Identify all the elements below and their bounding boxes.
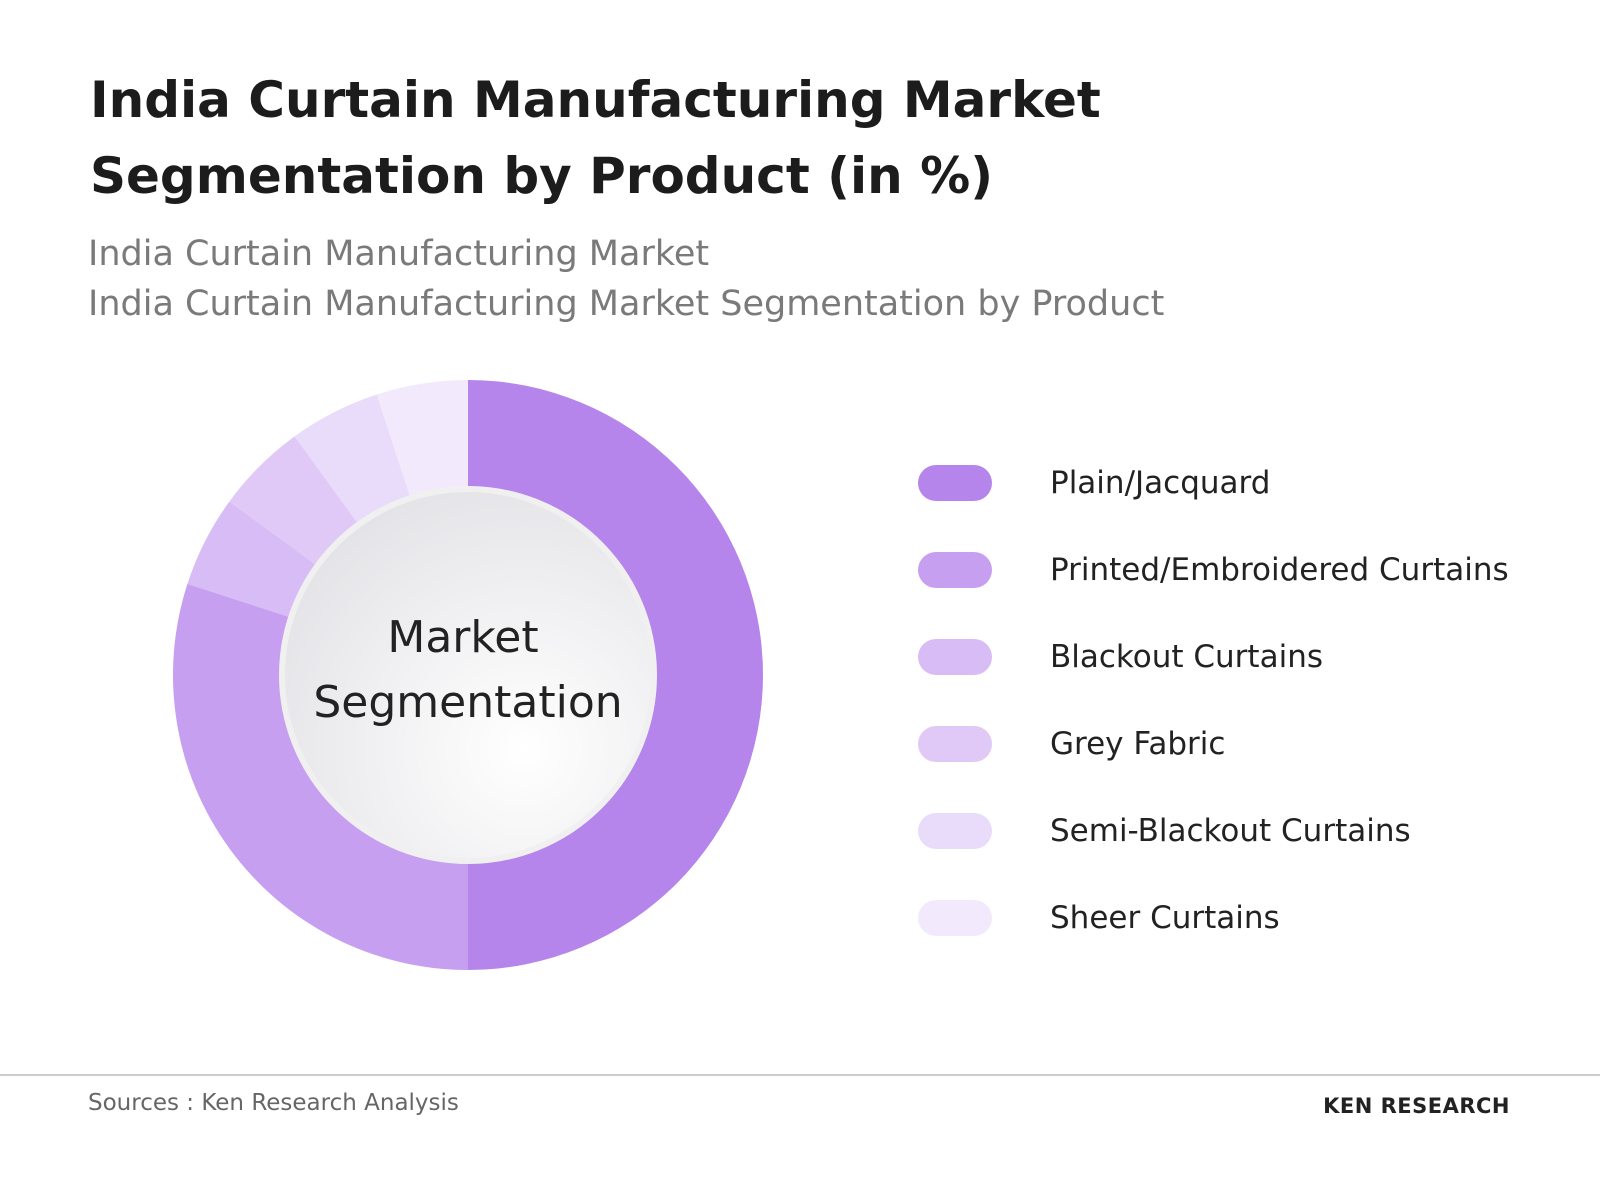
- donut-slice: [172, 583, 468, 970]
- donut-slice: [229, 436, 363, 570]
- subtitle: India Curtain Manufacturing Market: [88, 234, 710, 274]
- subtitle: India Curtain Manufacturing Market Segme…: [88, 284, 1165, 324]
- donut-slice: [187, 501, 323, 620]
- donut: [172, 380, 763, 970]
- source-note: Sources : Ken Research Analysis: [88, 1090, 459, 1116]
- legend-label: Blackout Curtains: [1050, 639, 1323, 675]
- legend-label: Sheer Curtains: [1050, 900, 1280, 936]
- donut-slice: [376, 380, 468, 504]
- center-label: Market: [387, 612, 538, 663]
- legend-label: Grey Fabric: [1050, 726, 1226, 762]
- donut-slice: [468, 380, 763, 970]
- donut-slice: [294, 394, 413, 530]
- legend-swatch: [918, 465, 992, 501]
- legend-label: Semi-Blackout Curtains: [1050, 813, 1411, 849]
- center-label: Segmentation: [313, 677, 622, 728]
- legend-label: Printed/Embroidered Curtains: [1050, 552, 1509, 588]
- legend-label: Plain/Jacquard: [1050, 465, 1271, 501]
- legend-swatch: [918, 552, 992, 588]
- donut-hole: [279, 486, 657, 864]
- legend-swatch: [918, 639, 992, 675]
- divider: [0, 1074, 1600, 1076]
- legend-swatch: [918, 726, 992, 762]
- chart-title: India Curtain Manufacturing Market Segme…: [90, 71, 1101, 205]
- legend-swatch: [918, 813, 992, 849]
- logo: KEN RESEARCH: [1323, 1094, 1510, 1118]
- legend-swatch: [918, 900, 992, 936]
